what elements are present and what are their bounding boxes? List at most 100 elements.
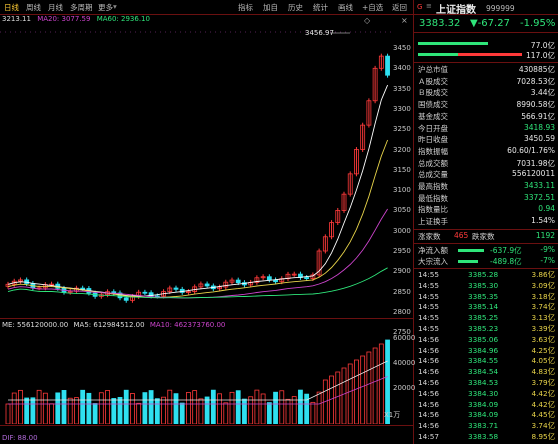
- stat-label: 国债成交: [418, 100, 448, 110]
- candle-body: [229, 279, 235, 283]
- period-tab-month[interactable]: 月线: [48, 3, 63, 12]
- volume-bar: [148, 390, 154, 424]
- volume-bar: [173, 393, 179, 424]
- flow-label: 大宗流入: [418, 257, 448, 266]
- tick-amount: 3.18亿: [531, 291, 555, 301]
- stat-label: 今日开盘: [418, 123, 448, 133]
- candle-body: [260, 276, 266, 279]
- high-price-label: 3456.97: [305, 29, 334, 37]
- pane-divider: [0, 318, 413, 319]
- volume-bar: [285, 398, 291, 424]
- tick-amount: 4.42亿: [531, 388, 555, 398]
- volume-bar: [204, 396, 210, 424]
- volume-bar: [304, 393, 310, 424]
- tick-time: 14:56: [418, 345, 440, 355]
- menu-icon[interactable]: ≡: [426, 2, 432, 10]
- stat-label: Ｂ股成交: [418, 88, 448, 98]
- add-watchlist-button[interactable]: +自选: [362, 3, 384, 12]
- tick-row: 14:55 3385.35 3.18亿: [414, 292, 558, 303]
- divider: [414, 243, 558, 244]
- chart-panel[interactable]: 日线 周线 月线 多周期 更多 ▾ 指标 加自 历史 统计 画线 +自选 标记 …: [0, 0, 416, 444]
- period-tab-more[interactable]: 更多: [98, 3, 113, 12]
- volume-bar: [186, 392, 191, 424]
- statistics-button[interactable]: 统计: [313, 3, 328, 12]
- divider: [414, 229, 558, 230]
- price-axis-label: 3250: [393, 125, 411, 134]
- indicator-button[interactable]: 指标: [238, 3, 253, 12]
- period-tab-multi[interactable]: 多周期: [70, 3, 93, 12]
- stat-label: Ａ股成交: [418, 76, 448, 86]
- history-button[interactable]: 历史: [288, 3, 303, 12]
- stat-value: 3450.59: [523, 134, 555, 144]
- stat-label: 昨日收盘: [418, 135, 448, 145]
- price-axis-label: 3000: [393, 226, 411, 235]
- tick-price: 3385.28: [468, 270, 499, 279]
- close-icon[interactable]: ×: [401, 16, 408, 25]
- tick-time: 14:55: [418, 302, 440, 312]
- stat-label: 沪总市值: [418, 65, 448, 74]
- tick-row: 14:56 3384.54 4.83亿: [414, 367, 558, 378]
- back-button[interactable]: 返回: [392, 3, 407, 12]
- price-axis-label: 2950: [393, 247, 411, 255]
- volume-bar: [192, 390, 198, 424]
- stat-value: 7028.53亿: [516, 76, 555, 86]
- volume-bar: [179, 402, 185, 424]
- inflow-bar-green: [418, 42, 488, 45]
- candlestick-chart[interactable]: [0, 24, 392, 316]
- tick-amount: 4.45亿: [531, 410, 555, 420]
- bar1-value: 77.0亿: [530, 41, 555, 50]
- stat-label: 指数振幅: [418, 146, 448, 156]
- chevron-down-icon[interactable]: ▾: [113, 2, 117, 11]
- price-axis-label: 3450: [393, 44, 411, 52]
- volume-bar: [24, 397, 30, 424]
- flow-pct: -9%: [540, 245, 555, 254]
- candle-body: [335, 209, 341, 223]
- stock-code: 999999: [486, 4, 515, 13]
- tick-row: 14:56 3385.06 3.63亿: [414, 335, 558, 346]
- stat-value: 8990.58亿: [516, 100, 555, 110]
- overlay-button[interactable]: 加自: [263, 3, 278, 12]
- tick-row: 14:55 3385.23 3.39亿: [414, 324, 558, 335]
- flow-row-2: 大宗流入 -489.8亿 -7%: [414, 256, 558, 267]
- period-tab-week[interactable]: 周线: [26, 3, 41, 12]
- volume-bar: [136, 402, 142, 424]
- candle-body: [80, 287, 86, 290]
- tick-row: 14:57 3383.58 8.95亿: [414, 432, 558, 443]
- tick-price: 3385.25: [468, 313, 499, 323]
- price-axis: 3450 3400 3350 3300 3250 3200 3150 3100 3050 3000…: [393, 0, 413, 336]
- tick-time: 14:56: [418, 399, 440, 409]
- candle-body: [204, 283, 210, 287]
- volume-bar: [316, 391, 322, 424]
- pane-divider-bottom: [0, 425, 413, 426]
- volume-bar: [80, 389, 86, 424]
- candle-body: [291, 273, 297, 276]
- volume-bar: [273, 391, 278, 424]
- volume-bar: [5, 403, 11, 424]
- tick-price: 3383.71: [468, 421, 499, 431]
- volume-bar: [105, 390, 110, 424]
- volume-bar: [36, 389, 42, 424]
- tick-amount: 4.83亿: [531, 367, 555, 377]
- diamond-icon[interactable]: ◇: [364, 16, 371, 25]
- stat-row: 指数量比 0.94: [414, 204, 558, 215]
- tick-row: 14:55 3385.28 3.86亿: [414, 270, 558, 281]
- draw-line-button[interactable]: 画线: [338, 3, 353, 12]
- stat-row: 国债成交 8990.58亿: [414, 99, 558, 110]
- stat-row: 今日开盘 3418.93: [414, 123, 558, 134]
- volume-chart[interactable]: [0, 330, 392, 424]
- candle-body: [385, 55, 390, 76]
- stock-badge: G: [417, 3, 423, 11]
- tick-time: 14:56: [418, 378, 440, 387]
- period-tab-day[interactable]: 日线: [4, 3, 19, 12]
- candle-body: [148, 292, 154, 297]
- tick-list[interactable]: 14:55 3385.28 3.86亿 14:55 3385.30 3.09亿 14:55 3…: [414, 270, 558, 444]
- volume-bar: [372, 347, 378, 424]
- tick-time: 14:56: [418, 421, 440, 431]
- volume-axis-label: 60000: [393, 334, 416, 342]
- volume-bar: [266, 402, 272, 424]
- volume-bar: [279, 390, 285, 424]
- price-axis-label: 3300: [393, 104, 411, 113]
- stat-row: 沪总市值 430885亿: [414, 64, 558, 75]
- volume-ma-line: [8, 376, 388, 405]
- volume-bar: [61, 390, 67, 424]
